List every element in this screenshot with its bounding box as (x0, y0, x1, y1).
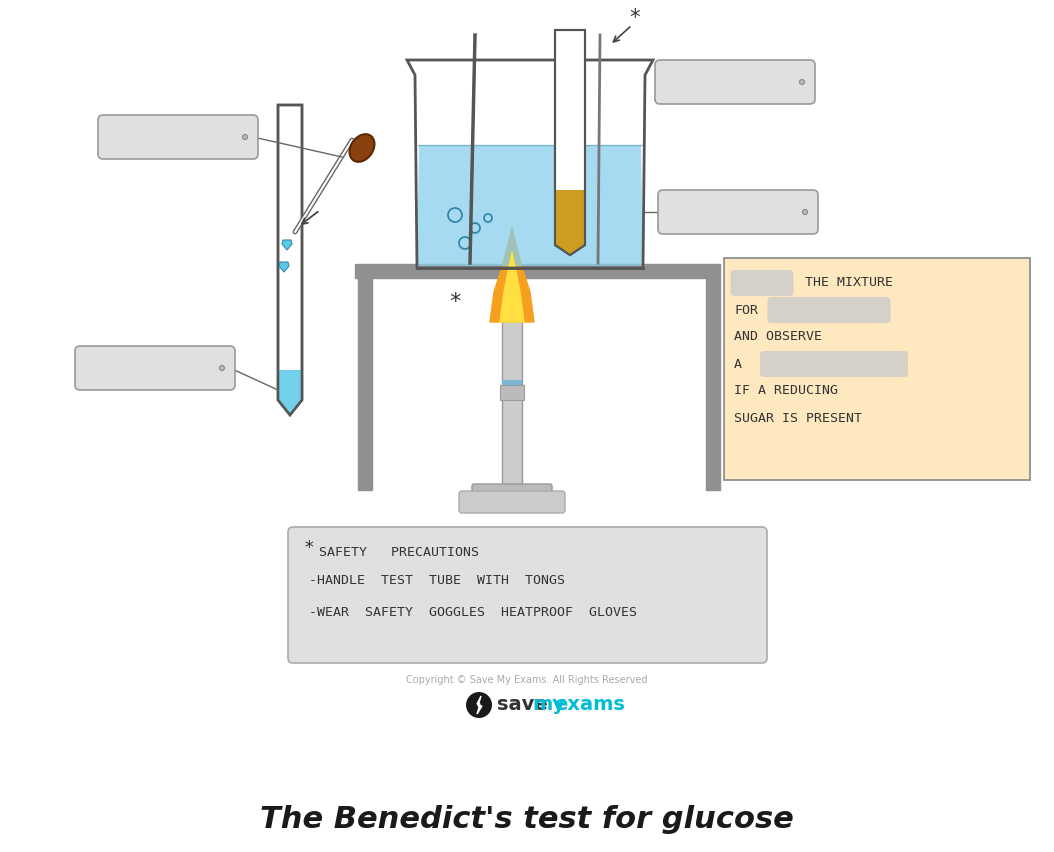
Ellipse shape (802, 210, 807, 215)
Polygon shape (500, 252, 524, 322)
FancyBboxPatch shape (760, 351, 907, 377)
Polygon shape (417, 145, 643, 266)
Polygon shape (490, 227, 534, 322)
Bar (355, 264, 720, 278)
Ellipse shape (466, 692, 492, 718)
FancyBboxPatch shape (730, 270, 794, 296)
FancyBboxPatch shape (724, 258, 1030, 480)
FancyBboxPatch shape (458, 491, 565, 513)
Text: -WEAR  SAFETY  GOGGLES  HEATPROOF  GLOVES: -WEAR SAFETY GOGGLES HEATPROOF GLOVES (309, 606, 637, 619)
Text: *: * (628, 8, 641, 28)
Text: -HANDLE  TEST  TUBE  WITH  TONGS: -HANDLE TEST TUBE WITH TONGS (309, 573, 565, 586)
Polygon shape (279, 262, 289, 272)
Ellipse shape (800, 79, 804, 84)
FancyBboxPatch shape (658, 190, 818, 234)
FancyBboxPatch shape (767, 297, 891, 323)
FancyBboxPatch shape (655, 60, 815, 104)
Polygon shape (282, 240, 292, 250)
Bar (502, 380, 522, 390)
Polygon shape (555, 30, 585, 255)
Polygon shape (279, 370, 301, 414)
Text: A: A (734, 358, 742, 371)
Ellipse shape (219, 366, 225, 371)
Text: Copyright © Save My Exams. All Rights Reserved: Copyright © Save My Exams. All Rights Re… (406, 675, 648, 685)
FancyBboxPatch shape (98, 115, 258, 159)
Text: AND OBSERVE: AND OBSERVE (734, 331, 822, 343)
Bar (500, 385, 524, 400)
Text: my: my (532, 695, 565, 715)
Bar (358, 278, 372, 490)
Text: *: * (304, 539, 314, 557)
Text: The Benedict's test for glucose: The Benedict's test for glucose (260, 805, 794, 834)
Text: SUGAR IS PRESENT: SUGAR IS PRESENT (734, 412, 862, 424)
Text: *: * (448, 292, 462, 312)
Text: SAFETY   PRECAUTIONS: SAFETY PRECAUTIONS (319, 545, 479, 559)
Text: exams: exams (554, 695, 625, 715)
Ellipse shape (242, 135, 248, 140)
Ellipse shape (350, 134, 374, 162)
Text: THE MIXTURE: THE MIXTURE (797, 277, 893, 290)
FancyBboxPatch shape (288, 527, 767, 663)
Text: FOR: FOR (734, 303, 758, 316)
Bar (706, 278, 720, 490)
Bar (502, 320, 522, 490)
FancyBboxPatch shape (472, 484, 552, 502)
Text: save: save (497, 695, 548, 715)
Polygon shape (477, 696, 482, 714)
FancyBboxPatch shape (75, 346, 235, 390)
Polygon shape (278, 105, 302, 415)
Text: IF A REDUCING: IF A REDUCING (734, 384, 838, 398)
Polygon shape (557, 190, 584, 254)
